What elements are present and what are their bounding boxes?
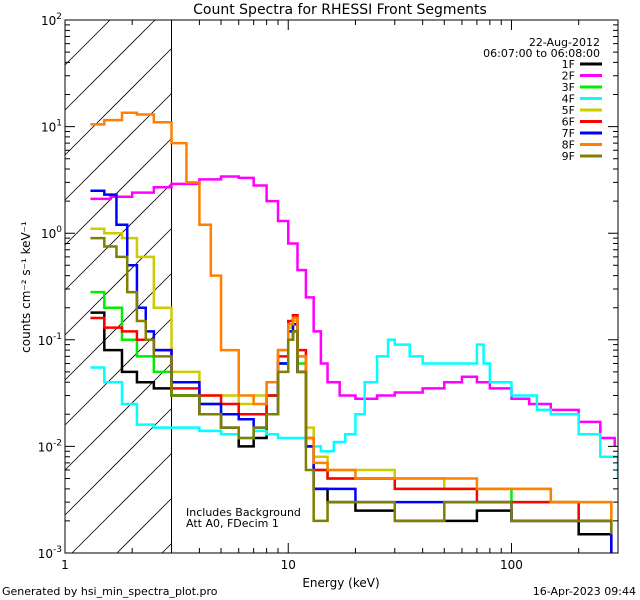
- chart-title: Count Spectra for RHESSI Front Segments: [193, 2, 487, 18]
- y-tick-label: 10-3: [38, 545, 62, 561]
- series-line-4F: [90, 338, 618, 479]
- legend-label-9F: 9F: [562, 150, 575, 163]
- legend-label-1F: 1F: [562, 58, 575, 71]
- tick-marks: [64, 19, 619, 554]
- series-line-3F: [90, 290, 612, 523]
- footer-left: Generated by hsi_min_spectra_plot.pro: [2, 585, 218, 598]
- series-line-9F: [90, 236, 613, 535]
- x-tick-labels: 1 10 100: [61, 558, 523, 572]
- x-axis-label: Energy (keV): [302, 576, 379, 590]
- legend-label-8F: 8F: [562, 139, 575, 152]
- y-tick-label: 100: [41, 225, 62, 241]
- y-tick-label: 10-2: [38, 438, 62, 454]
- legend-label-4F: 4F: [562, 93, 575, 106]
- legend-label-7F: 7F: [562, 127, 575, 140]
- series-line-1F: [90, 311, 613, 553]
- legend-label-3F: 3F: [562, 81, 575, 94]
- plot-frame: [64, 19, 619, 554]
- y-axis-label: counts cm⁻² s⁻¹ keV⁻¹: [19, 221, 33, 353]
- x-tick-label: 100: [500, 558, 523, 572]
- annotation-background: Includes Background: [186, 506, 301, 519]
- y-tick-label: 10-1: [38, 332, 62, 348]
- footer-right: 16-Apr-2023 09:44: [533, 585, 636, 598]
- legend-label-5F: 5F: [562, 104, 575, 117]
- y-tick-label: 101: [41, 119, 62, 135]
- legend-label-2F: 2F: [562, 70, 575, 83]
- annotation-attenuator: Att A0, FDecim 1: [186, 517, 279, 530]
- legend-label-6F: 6F: [562, 116, 575, 129]
- x-tick-label: 10: [281, 558, 296, 572]
- series-layer: [90, 111, 618, 553]
- shaded-region: [64, 19, 173, 554]
- time-range-label: 06:07:00 to 06:08:00: [483, 47, 600, 60]
- y-tick-label: 102: [41, 12, 62, 28]
- series-line-8F: [90, 111, 613, 521]
- date-label: 22-Aug-2012: [529, 36, 600, 49]
- axis-ticks: [64, 19, 619, 554]
- series-line-5F: [90, 227, 613, 521]
- y-tick-labels: 10-3 10-2 10-1 100 101 102: [38, 12, 63, 561]
- hatch-lines: [64, 19, 172, 554]
- x-tick-label: 1: [61, 558, 69, 572]
